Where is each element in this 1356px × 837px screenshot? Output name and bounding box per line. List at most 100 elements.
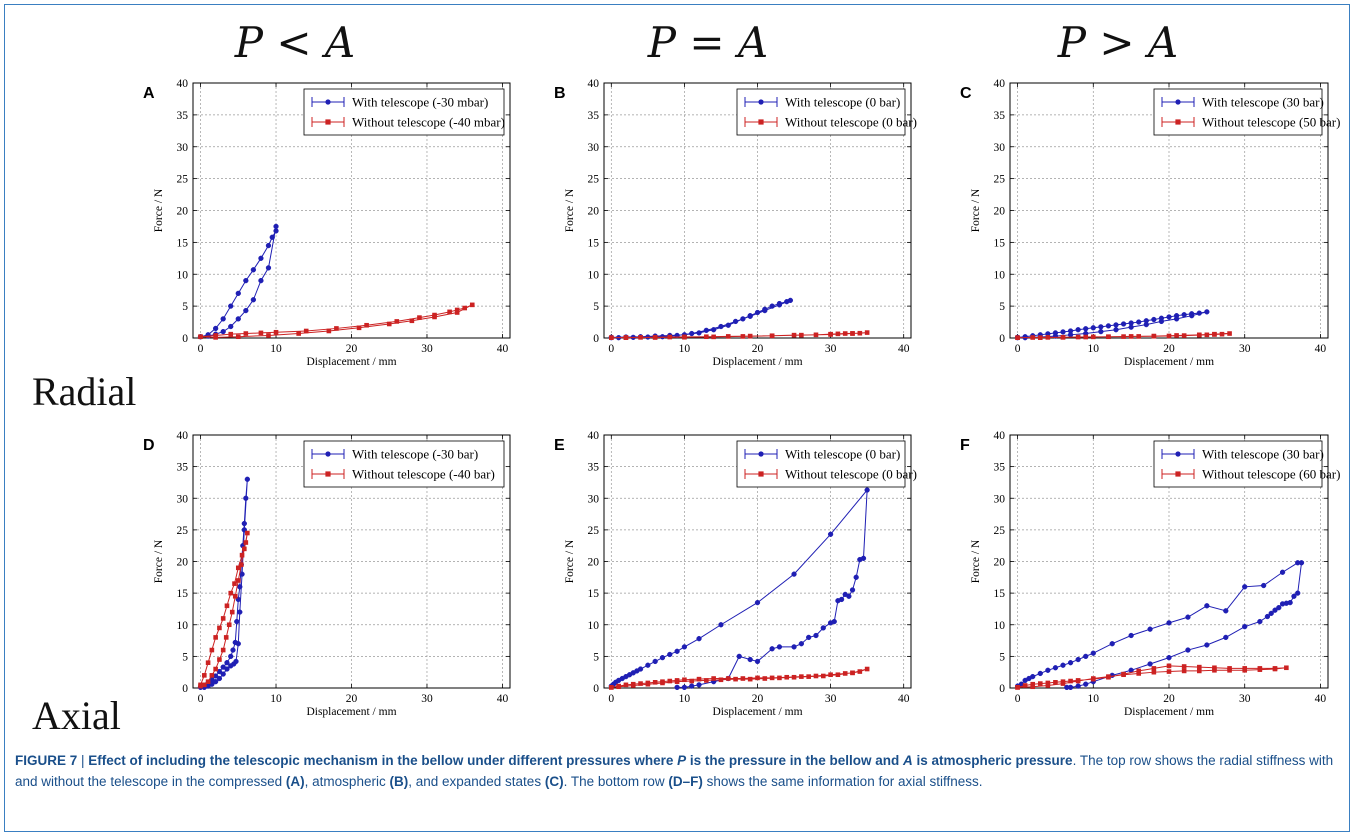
data-point-with-telescope <box>1060 662 1066 668</box>
data-point-with-telescope <box>674 648 680 654</box>
x-tick-label: 10 <box>1088 343 1100 355</box>
data-point-with-telescope <box>1242 584 1248 590</box>
data-point-without-telescope <box>213 666 218 672</box>
data-point-without-telescope <box>447 309 452 315</box>
y-tick-label: 35 <box>588 110 600 122</box>
data-point-without-telescope <box>198 334 203 340</box>
figure-frame <box>4 4 1350 832</box>
legend-marker-square <box>1175 471 1181 477</box>
data-point-with-telescope <box>1083 326 1089 332</box>
y-tick-label: 10 <box>994 269 1006 281</box>
data-point-with-telescope <box>696 682 702 688</box>
x-axis-label: Displacement / mm <box>1124 356 1214 368</box>
data-point-with-telescope <box>216 675 223 682</box>
data-point-without-telescope <box>1196 668 1202 674</box>
y-axis-label: Force / N <box>564 539 576 583</box>
y-tick-label: 25 <box>994 525 1006 537</box>
x-tick-label: 20 <box>346 693 358 705</box>
data-point-without-telescope <box>1219 331 1225 337</box>
data-point-without-telescope <box>711 676 716 681</box>
y-tick-label: 25 <box>588 525 600 537</box>
data-point-without-telescope <box>242 546 247 552</box>
data-point-with-telescope <box>1166 314 1172 320</box>
data-point-without-telescope <box>202 682 207 688</box>
chart-grid: 0 10 20 30 40 0 5 10 15 20 25 30 35 40 Displacement / … <box>143 78 1340 718</box>
data-point-without-telescope <box>1045 680 1051 686</box>
data-point-with-telescope <box>732 318 739 325</box>
legend-marker-square <box>325 471 331 477</box>
data-point-without-telescope <box>220 647 226 653</box>
data-point-without-telescope <box>1257 667 1263 672</box>
data-point-without-telescope <box>205 679 211 684</box>
data-point-without-telescope <box>857 330 863 336</box>
data-point-with-telescope <box>740 316 746 322</box>
data-point-with-telescope <box>1151 316 1157 323</box>
data-point-without-telescope <box>696 676 702 682</box>
data-point-with-telescope <box>769 303 775 309</box>
data-point-without-telescope <box>239 562 244 567</box>
data-point-with-telescope <box>250 297 257 303</box>
data-point-without-telescope <box>762 676 768 681</box>
x-tick-label: 10 <box>1088 693 1100 705</box>
caption-title-c: is atmospheric pressure <box>912 753 1073 768</box>
data-point-without-telescope <box>1121 672 1126 678</box>
x-tick-label: 40 <box>1315 343 1327 355</box>
x-tick-label: 10 <box>679 693 691 705</box>
data-point-without-telescope <box>1075 334 1081 340</box>
data-point-with-telescope <box>1143 321 1149 328</box>
data-point-without-telescope <box>1181 664 1187 669</box>
data-point-without-telescope <box>239 552 245 558</box>
data-point-without-telescope <box>850 670 855 676</box>
data-point-without-telescope <box>813 673 819 679</box>
panel-label: C <box>960 85 972 102</box>
data-point-without-telescope <box>209 673 215 678</box>
data-point-without-telescope <box>1106 334 1111 340</box>
data-point-with-telescope <box>1147 661 1153 667</box>
y-tick-label: 0 <box>182 683 188 695</box>
caption-ref-c: (C) <box>544 774 564 789</box>
y-tick-label: 5 <box>182 301 188 313</box>
data-point-without-telescope <box>828 332 833 337</box>
data-point-without-telescope <box>232 581 237 586</box>
panel-label: D <box>143 437 155 454</box>
data-point-without-telescope <box>258 330 264 336</box>
y-tick-label: 40 <box>588 78 600 90</box>
data-point-without-telescope <box>235 578 241 583</box>
y-tick-label: 25 <box>177 525 189 537</box>
y-tick-label: 20 <box>588 206 600 218</box>
data-point-without-telescope <box>1166 333 1172 339</box>
legend-marker-square <box>758 119 764 125</box>
x-tick-label: 20 <box>346 343 358 355</box>
caption-title-p: P <box>677 753 687 768</box>
data-point-with-telescope <box>776 644 783 650</box>
data-point-without-telescope <box>243 540 249 545</box>
legend-box <box>303 440 505 488</box>
data-point-without-telescope <box>682 334 687 340</box>
column-header-p-less-a: P < A <box>234 18 356 67</box>
data-point-without-telescope <box>386 321 392 327</box>
caption-text-3: , and expanded states <box>408 774 545 789</box>
caption-text-5: shows the same information for axial sti… <box>702 774 983 789</box>
data-point-with-telescope <box>1030 673 1036 680</box>
legend-label: With telescope (0 bar) <box>785 447 900 462</box>
x-axis-label: Displacement / mm <box>306 706 396 718</box>
data-point-without-telescope <box>842 331 848 336</box>
data-point-with-telescope <box>637 666 644 672</box>
legend-label: With telescope (30 bar) <box>1202 95 1324 110</box>
data-point-without-telescope <box>1060 335 1066 340</box>
x-tick-label: 0 <box>1015 693 1021 705</box>
data-point-with-telescope <box>228 653 234 660</box>
data-point-with-telescope <box>1109 641 1115 647</box>
legend-box <box>1153 440 1323 488</box>
data-point-without-telescope <box>791 332 797 338</box>
data-point-with-telescope <box>827 531 834 537</box>
chart-panel-f: 0 10 20 30 40 0 5 10 15 20 25 30 35 40 Displacement / … <box>960 430 1340 718</box>
data-point-with-telescope <box>798 641 805 647</box>
data-point-without-telescope <box>718 677 724 683</box>
data-point-with-telescope <box>230 647 236 653</box>
data-point-without-telescope <box>334 326 339 331</box>
data-point-with-telescope <box>1272 607 1278 613</box>
data-point-without-telescope <box>273 329 279 335</box>
x-tick-label: 20 <box>752 693 764 705</box>
data-point-without-telescope <box>220 616 226 621</box>
